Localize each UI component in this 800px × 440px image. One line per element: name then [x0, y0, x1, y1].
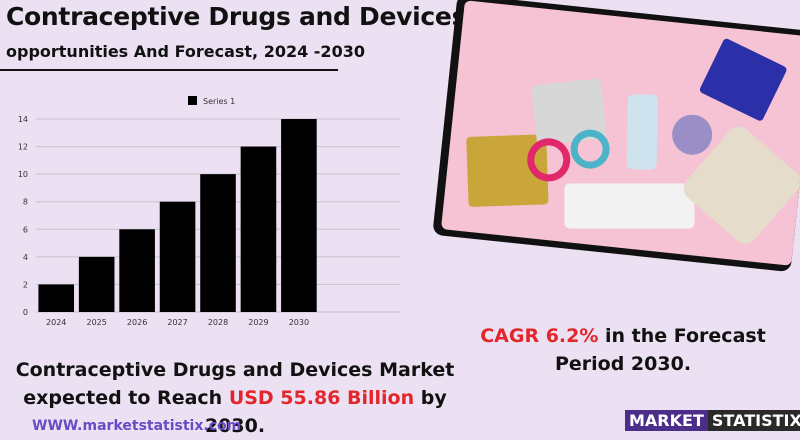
cagr-period: Period 2030. — [554, 353, 692, 375]
y-tick-label: 14 — [18, 115, 28, 124]
market-line2-prefix: expected to Reach — [23, 387, 229, 409]
iud-device — [626, 94, 658, 170]
y-tick-label: 2 — [23, 280, 28, 289]
bar — [119, 229, 155, 312]
bar — [281, 119, 317, 312]
market-forecast-text: Contraceptive Drugs and Devices Market e… — [0, 356, 470, 440]
market-value: USD 55.86 Billion — [228, 387, 415, 409]
cagr-middle: in the Forecast — [598, 325, 766, 347]
subtitle-underline — [0, 69, 338, 71]
market-line1: Contraceptive Drugs and Devices Market — [15, 359, 455, 381]
bar — [38, 284, 75, 312]
bar — [240, 146, 277, 312]
bar-chart: 0 2 4 6 8 10 12 14 2024 2025 2026 2027 2028 2029 2030 S… — [18, 96, 400, 327]
cagr-value: CAGR 6.2% — [480, 325, 599, 347]
x-tick-label: 2027 — [167, 318, 187, 327]
x-tick-label: 2026 — [127, 318, 147, 327]
x-tick-label: 2028 — [208, 318, 228, 327]
y-tick-label: 8 — [23, 198, 28, 207]
condom-wrapper-gold — [466, 134, 549, 207]
x-tick-label: 2024 — [46, 318, 66, 327]
bar — [78, 256, 115, 312]
market-line2-suffix: by 2030. — [204, 387, 447, 437]
x-tick-label: 2025 — [86, 318, 106, 327]
page-subtitle: opportunities And Forecast, 2024 -2030 — [6, 42, 365, 61]
bar — [159, 201, 196, 312]
x-tick-label: 2030 — [289, 318, 309, 327]
legend-label: Series 1 — [203, 97, 235, 106]
website-link[interactable]: WWW.marketstatistix.com — [32, 418, 242, 434]
ring-pink — [527, 138, 571, 182]
diaphragm — [672, 114, 713, 155]
ring-teal — [570, 129, 610, 169]
brand-logo: MARKET STATISTIX — [625, 410, 800, 431]
bar — [200, 174, 236, 312]
y-tick-label: 4 — [23, 253, 28, 262]
x-tick-label: 2029 — [248, 318, 268, 327]
pill-pack — [564, 183, 695, 229]
condom-wrapper-silver — [531, 78, 607, 145]
condom-wrapper-blue — [699, 38, 787, 121]
y-tick-label: 0 — [23, 308, 28, 317]
logo-market: MARKET — [625, 410, 708, 431]
cagr-text: CAGR 6.2% in the Forecast Period 2030. — [448, 322, 798, 378]
y-tick-label: 10 — [18, 170, 28, 179]
contraceptives-photo — [440, 0, 800, 266]
pill-dial — [683, 126, 800, 244]
legend-swatch — [188, 96, 197, 105]
y-tick-label: 6 — [23, 225, 28, 234]
y-tick-label: 12 — [18, 143, 28, 152]
logo-statistix: STATISTIX — [707, 410, 800, 431]
